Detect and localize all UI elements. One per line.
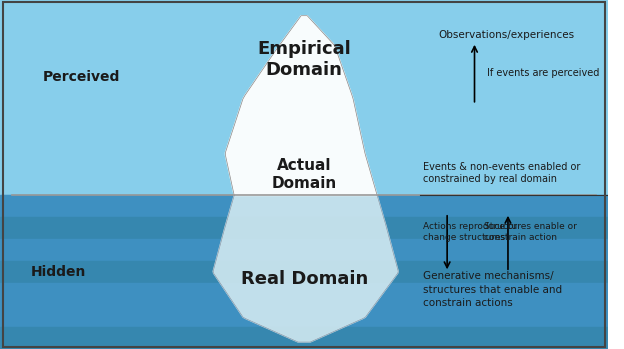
Bar bbox=[0, 261, 608, 283]
Text: Perceived: Perceived bbox=[42, 70, 120, 84]
Text: Observations/experiences: Observations/experiences bbox=[438, 30, 574, 40]
Text: If events are perceived: If events are perceived bbox=[487, 68, 599, 78]
Bar bbox=[0, 305, 608, 327]
Text: Empirical
Domain: Empirical Domain bbox=[257, 40, 351, 79]
Text: Actions reproduce or
change structures: Actions reproduce or change structures bbox=[423, 222, 517, 242]
Text: Hidden: Hidden bbox=[31, 265, 85, 279]
Text: Generative mechanisms/
structures that enable and
constrain actions: Generative mechanisms/ structures that e… bbox=[423, 272, 562, 308]
Bar bbox=[0, 0, 608, 195]
Bar bbox=[0, 195, 608, 217]
Text: Events & non-events enabled or
constrained by real domain: Events & non-events enabled or constrain… bbox=[423, 162, 580, 184]
Polygon shape bbox=[213, 195, 398, 342]
Polygon shape bbox=[225, 16, 377, 195]
Text: Real Domain: Real Domain bbox=[240, 270, 368, 288]
Bar bbox=[0, 217, 608, 239]
Bar bbox=[0, 195, 608, 349]
Bar bbox=[0, 239, 608, 261]
Text: Structures enable or
constrain action: Structures enable or constrain action bbox=[484, 222, 577, 242]
Bar bbox=[0, 327, 608, 349]
Bar bbox=[0, 283, 608, 305]
Text: Actual
Domain: Actual Domain bbox=[271, 158, 337, 191]
